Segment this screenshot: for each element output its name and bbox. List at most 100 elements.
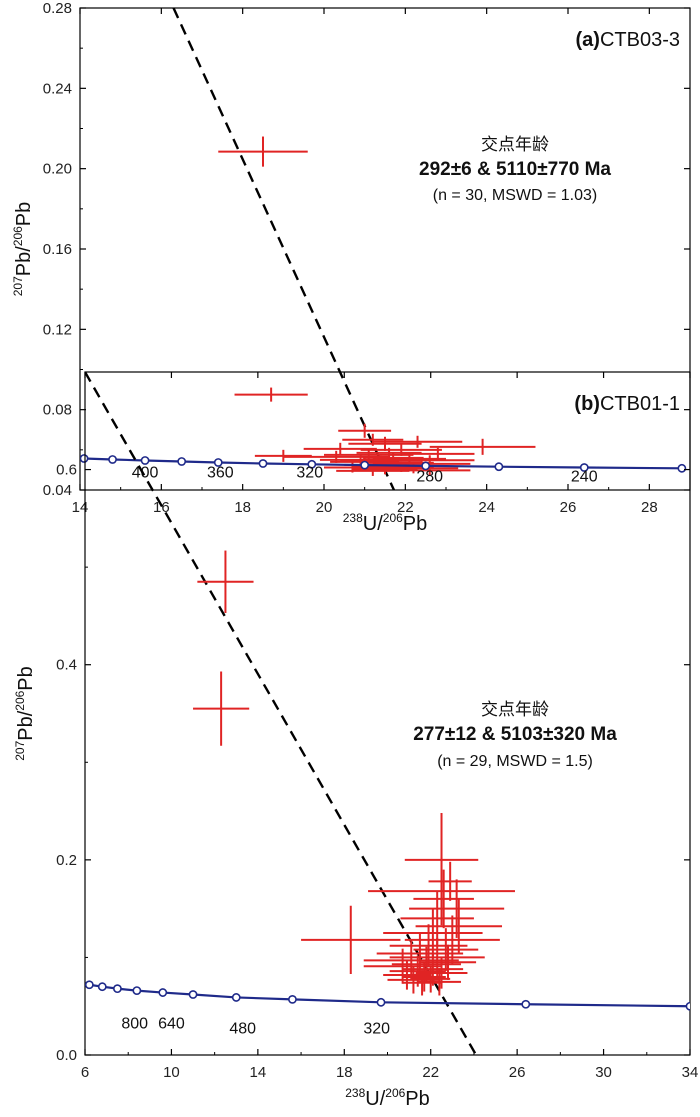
concordia-age-label: 800 [121,1016,148,1033]
concordia-marker [140,456,150,465]
panel-letter: (b) [574,393,600,415]
concordia-marker [177,457,187,466]
concordia-marker [231,993,241,1002]
concordia-marker [108,455,117,464]
data-point [368,856,515,926]
annotation-ages: 292±6 & 5110±770 Ma [419,159,611,180]
x-tick-label: 20 [316,499,333,516]
data-point [400,891,474,946]
data-point [193,671,250,746]
x-tick-label: 28 [641,499,658,516]
y-tick-label: 0.04 [43,482,72,499]
y-axis-title-part: Pb [13,202,35,226]
data-point [429,438,536,455]
data-point [218,136,308,167]
annotation-title: 交点年龄 [481,700,549,719]
data-point [387,966,440,994]
concordia-age-label: 320 [363,1021,390,1038]
concordia-marker [307,459,317,469]
x-tick-label: 14 [250,1064,267,1081]
data-point [348,436,422,451]
plot-area [80,8,687,490]
y-tick-label: 0.24 [43,80,72,97]
x-tick-label: 24 [478,499,495,516]
data-point [409,879,505,938]
y-axis-title-part: 207 [11,276,25,296]
concordia-marker [579,463,589,472]
annotation-ages: 277±12 & 5103±320 Ma [413,724,617,745]
concordia-marker [213,458,223,467]
concordia-marker [685,1001,690,1011]
data-point [336,465,410,476]
concordia-marker [158,988,168,997]
x-axis-title-part: 206 [385,1086,405,1100]
x-tick-label: 18 [234,499,251,516]
concordia-marker [113,984,122,994]
x-tick-label: 26 [509,1064,526,1081]
data-point [372,435,463,448]
concordia-age-label: 240 [571,468,598,485]
concordia-marker [80,454,89,463]
concordia-marker [360,460,370,470]
data-point [254,449,312,462]
y-tick-label: 0.28 [43,0,72,17]
x-axis-title-part: U/ [365,1088,385,1110]
data-point [234,387,308,402]
x-tick-label: 16 [153,499,170,516]
x-tick-label: 14 [72,499,89,516]
concordia-curve [89,983,690,1008]
panel-b: 6 10 14 18 22 26 30 340.00.20.40.6238U/206Pb207… [13,371,698,1110]
data-point [197,550,254,614]
y-tick-label: 0.0 [56,1047,77,1064]
panel-a: 14 16 18 20 22 24 26 28 0.04 0.08 0.12 0.16 0.20 0.24… [11,0,691,535]
concordia-age-label: 320 [296,464,323,481]
concordia-age-label: 400 [132,464,159,481]
x-tick-label: 30 [595,1064,612,1081]
concordia-marker [376,997,386,1007]
y-tick-label: 0.4 [56,657,77,674]
y-tick-label: 0.20 [43,161,72,178]
y-tick-label: 0.12 [43,321,72,338]
x-tick-label: 10 [163,1064,180,1081]
data-point [428,861,472,901]
plot-frame [79,7,691,491]
concordia-curve [84,457,682,470]
y-tick-label: 0.16 [43,241,72,258]
x-axis-title-part: 238 [343,511,363,525]
y-axis-title-part: Pb/ [15,710,37,740]
data-point [402,970,442,996]
concordia-marker [677,463,687,473]
x-tick-label: 22 [422,1064,439,1081]
panel-sample: CTB03-3 [600,29,680,51]
annotation-stats: (n = 29, MSWD = 1.5) [437,753,593,770]
data-point [338,423,392,438]
concordia-marker [288,994,297,1004]
concordia-marker [132,986,142,996]
data-point [283,450,390,463]
concordia-age-label: 480 [229,1021,256,1038]
y-axis-title-part: 206 [11,226,25,246]
concordia-age-label: 280 [416,468,443,485]
concordia-marker [258,459,268,468]
x-tick-label: 22 [397,499,414,516]
concordia-marker [85,980,94,990]
x-axis-title-part: 206 [383,511,403,525]
annotation-stats: (n = 30, MSWD = 1.03) [433,187,598,204]
panel-title: (b)CTB01-1 [574,393,680,415]
x-tick-label: 26 [560,499,577,516]
panel-sample: CTB01-1 [600,393,680,415]
concordia-marker [494,462,504,472]
data-point [415,898,503,954]
data-point [303,442,377,455]
plot-area [85,372,690,1055]
y-tick-label: 0.6 [56,462,77,479]
data-point [324,448,414,461]
y-axis-title-part: 206 [13,690,27,710]
concordia-age-label: 640 [158,1016,185,1033]
y-axis-title-part: Pb [15,666,37,690]
concordia-age-label: 360 [207,464,234,481]
x-axis-title-part: U/ [363,513,383,535]
x-tick-label: 6 [81,1064,89,1081]
panel-title: (a)CTB03-3 [576,29,680,51]
